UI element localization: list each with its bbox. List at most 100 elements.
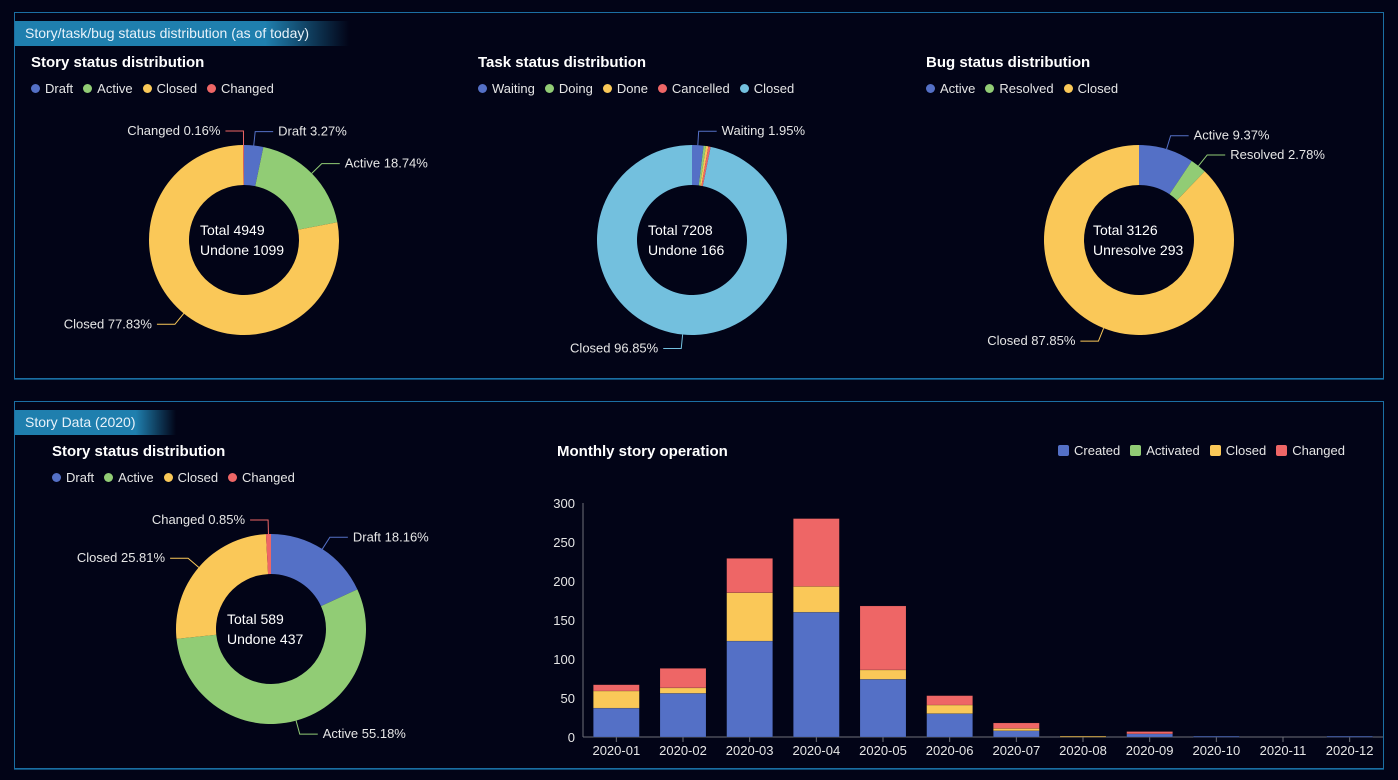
panel-header: Story/task/bug status distribution (as o… — [15, 21, 350, 46]
status-distribution-panel: Story/task/bug status distribution (as o… — [14, 12, 1384, 379]
center-stat: Total 4949 — [200, 222, 265, 238]
bar-created — [1326, 735, 1373, 738]
label-leader-line — [295, 720, 318, 735]
monthly-legend: Created Activated Closed Changed — [1058, 443, 1345, 458]
task-chart-title: Task status distribution — [478, 54, 647, 71]
legend-item[interactable]: Closed — [1209, 443, 1267, 458]
x-tick-label: 2020-09 — [1126, 743, 1174, 758]
legend-item[interactable]: Active — [926, 81, 975, 96]
slice-label: Active 18.74% — [345, 156, 429, 171]
slice-label: Resolved 2.78% — [1230, 147, 1325, 162]
bar-closed — [593, 690, 640, 709]
slice-label: Changed 0.85% — [152, 512, 246, 527]
legend-marker-icon — [83, 84, 93, 93]
pie-slice-closed — [149, 145, 339, 335]
legend-item[interactable]: Closed — [142, 81, 197, 96]
legend-item[interactable]: Active — [104, 470, 154, 485]
legend-item[interactable]: Waiting — [478, 81, 535, 96]
monthly-chart-title: Monthly story operation — [557, 443, 728, 460]
legend-item[interactable]: Closed — [163, 470, 218, 485]
legend-item[interactable]: Cancelled — [657, 81, 730, 96]
legend-item[interactable]: Resolved — [985, 81, 1054, 96]
slice-label: Waiting 1.95% — [722, 123, 806, 138]
bar-changed — [859, 605, 907, 671]
bar-changed — [593, 684, 640, 692]
x-tick-label: 2020-01 — [592, 743, 640, 758]
legend-item[interactable]: Draft — [52, 470, 94, 485]
legend-marker-icon — [739, 84, 749, 93]
story-data-panel: Story Data (2020) — [14, 401, 1384, 769]
pie-slice-changed — [243, 145, 244, 186]
bar-created — [1126, 733, 1173, 738]
legend-item[interactable]: Changed — [207, 81, 274, 96]
legend-marker-icon — [163, 473, 173, 482]
legend-label: Waiting — [492, 81, 535, 96]
x-tick-label: 2020-05 — [859, 743, 907, 758]
bar-closed — [859, 669, 907, 680]
y-tick-label: 300 — [553, 496, 575, 511]
label-leader-line — [697, 130, 717, 146]
legend-item[interactable]: Done — [602, 81, 648, 96]
label-leader-line — [1166, 135, 1189, 150]
legend-marker-icon — [544, 84, 554, 93]
label-leader-line — [156, 313, 185, 325]
x-tick-label: 2020-08 — [1059, 743, 1107, 758]
pie-slice-resolved — [1169, 160, 1205, 201]
legend-item[interactable]: Changed — [228, 470, 295, 485]
label-leader-line — [170, 557, 200, 568]
bar-created — [926, 713, 973, 738]
legend-item[interactable]: Doing — [544, 81, 593, 96]
legend-marker-icon — [52, 473, 61, 482]
legend-marker-icon — [1058, 445, 1069, 456]
bar-changed — [993, 722, 1040, 729]
x-tick-label: 2020-12 — [1326, 743, 1374, 758]
pie-slice-cancelled — [701, 146, 711, 187]
legend-item[interactable]: Closed — [1063, 81, 1118, 96]
bar-closed — [926, 704, 973, 714]
pie-slice-closed — [1044, 145, 1235, 335]
bar-closed — [726, 592, 773, 642]
bar-closed — [1059, 735, 1107, 738]
legend-marker-icon — [1063, 84, 1073, 93]
y-tick-label: 100 — [553, 652, 575, 667]
y-tick-label: 50 — [561, 691, 575, 706]
legend-label: Closed — [753, 81, 795, 96]
legend-marker-icon — [228, 473, 238, 482]
legend-item[interactable]: Activated — [1130, 443, 1200, 458]
bar-created — [793, 611, 840, 738]
task-legend: Waiting Doing Done Cancelled Closed — [478, 81, 794, 96]
bar-changed — [793, 518, 840, 587]
legend-item[interactable]: Draft — [31, 81, 73, 96]
slice-label: Draft 18.16% — [353, 529, 429, 544]
panel-header: Story Data (2020) — [15, 410, 176, 435]
y-tick-label: 200 — [553, 574, 575, 589]
center-stat: Total 589 — [227, 611, 284, 627]
slice-label: Closed 87.85% — [987, 333, 1076, 348]
legend-item[interactable]: Closed — [739, 81, 795, 96]
slice-label: Closed 77.83% — [64, 316, 153, 331]
legend-marker-icon — [31, 84, 40, 93]
legend-item[interactable]: Created — [1058, 443, 1120, 458]
bar-closed — [793, 586, 840, 613]
legend-label: Active — [940, 81, 976, 96]
legend-item[interactable]: Active — [83, 81, 133, 96]
center-stat: Undone 437 — [227, 631, 304, 647]
label-leader-line — [225, 130, 245, 146]
legend-label: Done — [616, 81, 648, 96]
legend-marker-icon — [926, 84, 935, 93]
legend-label: Draft — [66, 470, 95, 485]
legend-label: Draft — [45, 81, 74, 96]
bar-created — [1193, 735, 1240, 738]
pie-slice-changed — [265, 534, 271, 575]
legend-label: Closed — [1225, 443, 1267, 458]
bar-closed — [993, 728, 1040, 732]
slice-label: Draft 3.27% — [278, 124, 347, 139]
legend-marker-icon — [1130, 445, 1142, 456]
legend-label: Changed — [242, 470, 295, 485]
legend-item[interactable]: Changed — [1276, 443, 1345, 458]
bar-changed — [1126, 731, 1173, 735]
legend-label: Activated — [1146, 443, 1200, 458]
bar-created — [993, 730, 1040, 738]
legend-label: Created — [1074, 443, 1121, 458]
legend-label: Doing — [558, 81, 593, 96]
